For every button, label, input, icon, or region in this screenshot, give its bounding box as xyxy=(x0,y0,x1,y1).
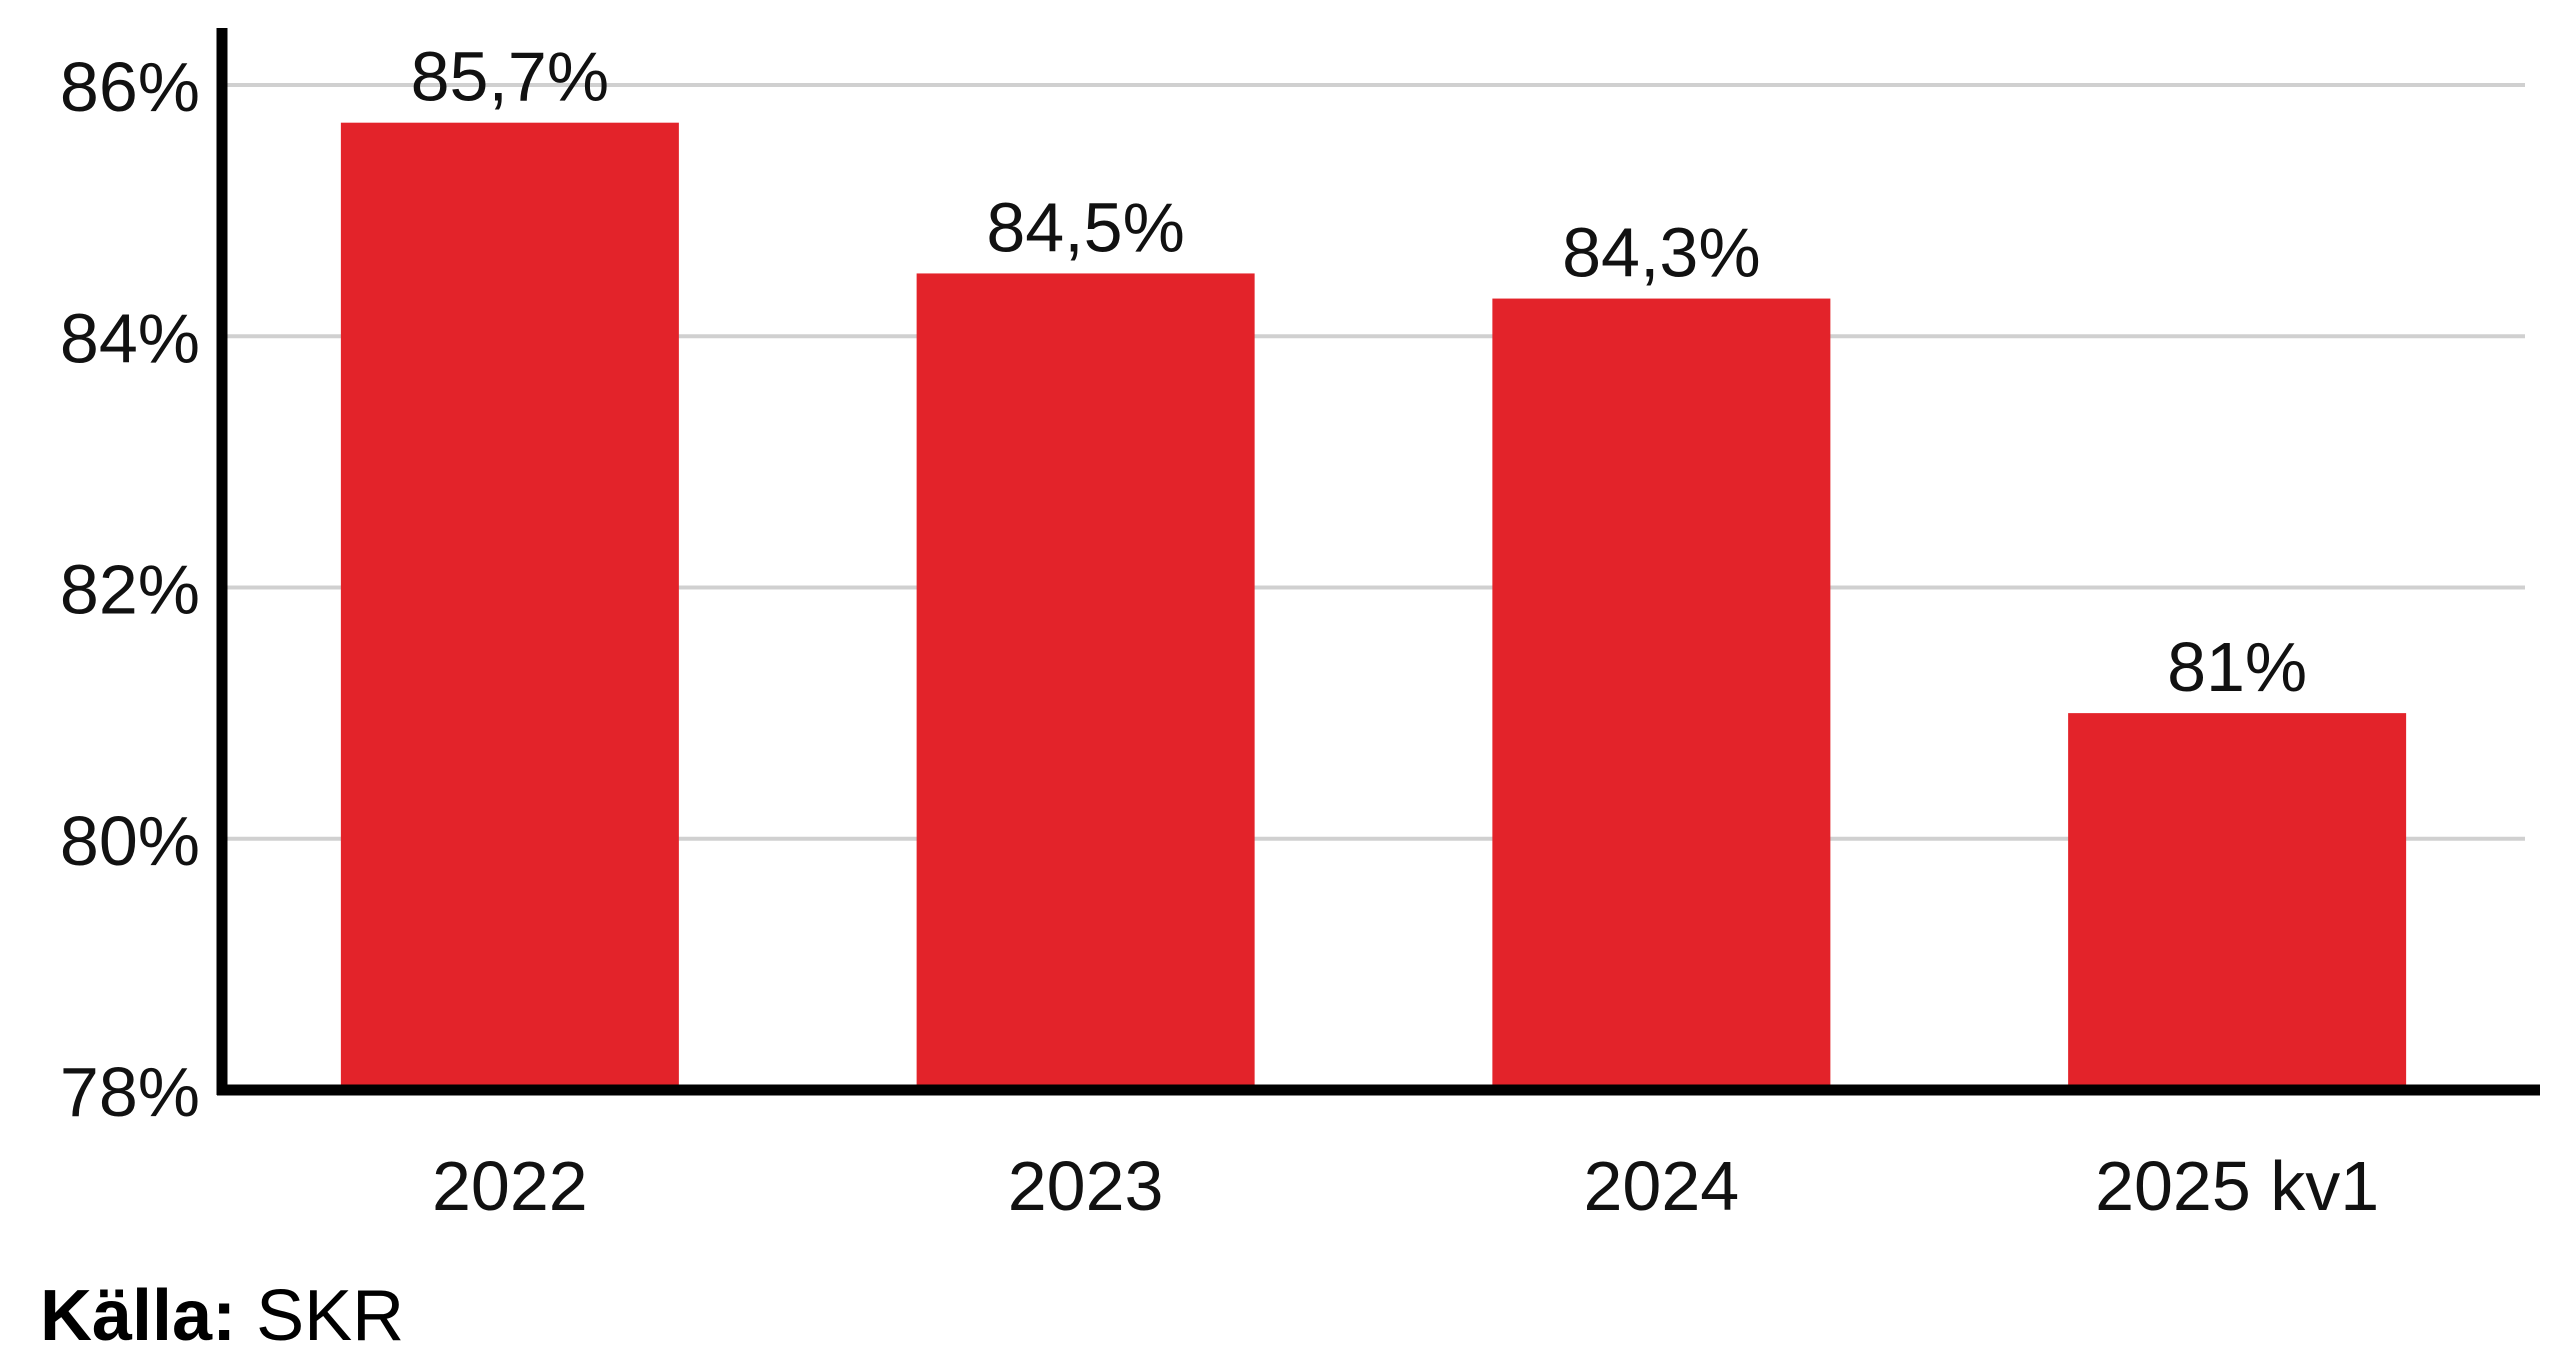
axes xyxy=(216,28,2540,1096)
data-label: 84,5% xyxy=(986,188,1184,266)
y-tick-label: 82% xyxy=(60,551,200,629)
x-category-labels: 2022 2023 2024 2025 kv1 xyxy=(432,1147,2379,1225)
x-category-label: 2023 xyxy=(1008,1147,1164,1225)
x-category-label: 2022 xyxy=(432,1147,588,1225)
bars xyxy=(340,122,2407,1090)
x-category-label: 2025 kv1 xyxy=(2095,1147,2379,1225)
y-tick-label: 84% xyxy=(60,299,200,377)
bar xyxy=(916,273,1255,1090)
bar xyxy=(340,122,679,1090)
data-label: 85,7% xyxy=(411,38,609,116)
source-text: SKR xyxy=(256,1276,405,1356)
data-labels: 85,7% 84,5% 84,3% 81% xyxy=(411,38,2308,706)
y-tick-label: 78% xyxy=(60,1053,200,1131)
y-tick-label: 80% xyxy=(60,802,200,880)
x-category-label: 2024 xyxy=(1584,1147,1740,1225)
data-label: 84,3% xyxy=(1562,214,1760,292)
y-tick-labels: 78% 80% 82% 84% 86% xyxy=(60,48,200,1131)
source-note: Källa: SKR xyxy=(40,1275,404,1357)
source-label: Källa: xyxy=(40,1276,237,1356)
data-label: 81% xyxy=(2167,628,2307,706)
bar xyxy=(1492,298,1831,1090)
bar xyxy=(2068,713,2407,1090)
y-tick-label: 86% xyxy=(60,48,200,126)
